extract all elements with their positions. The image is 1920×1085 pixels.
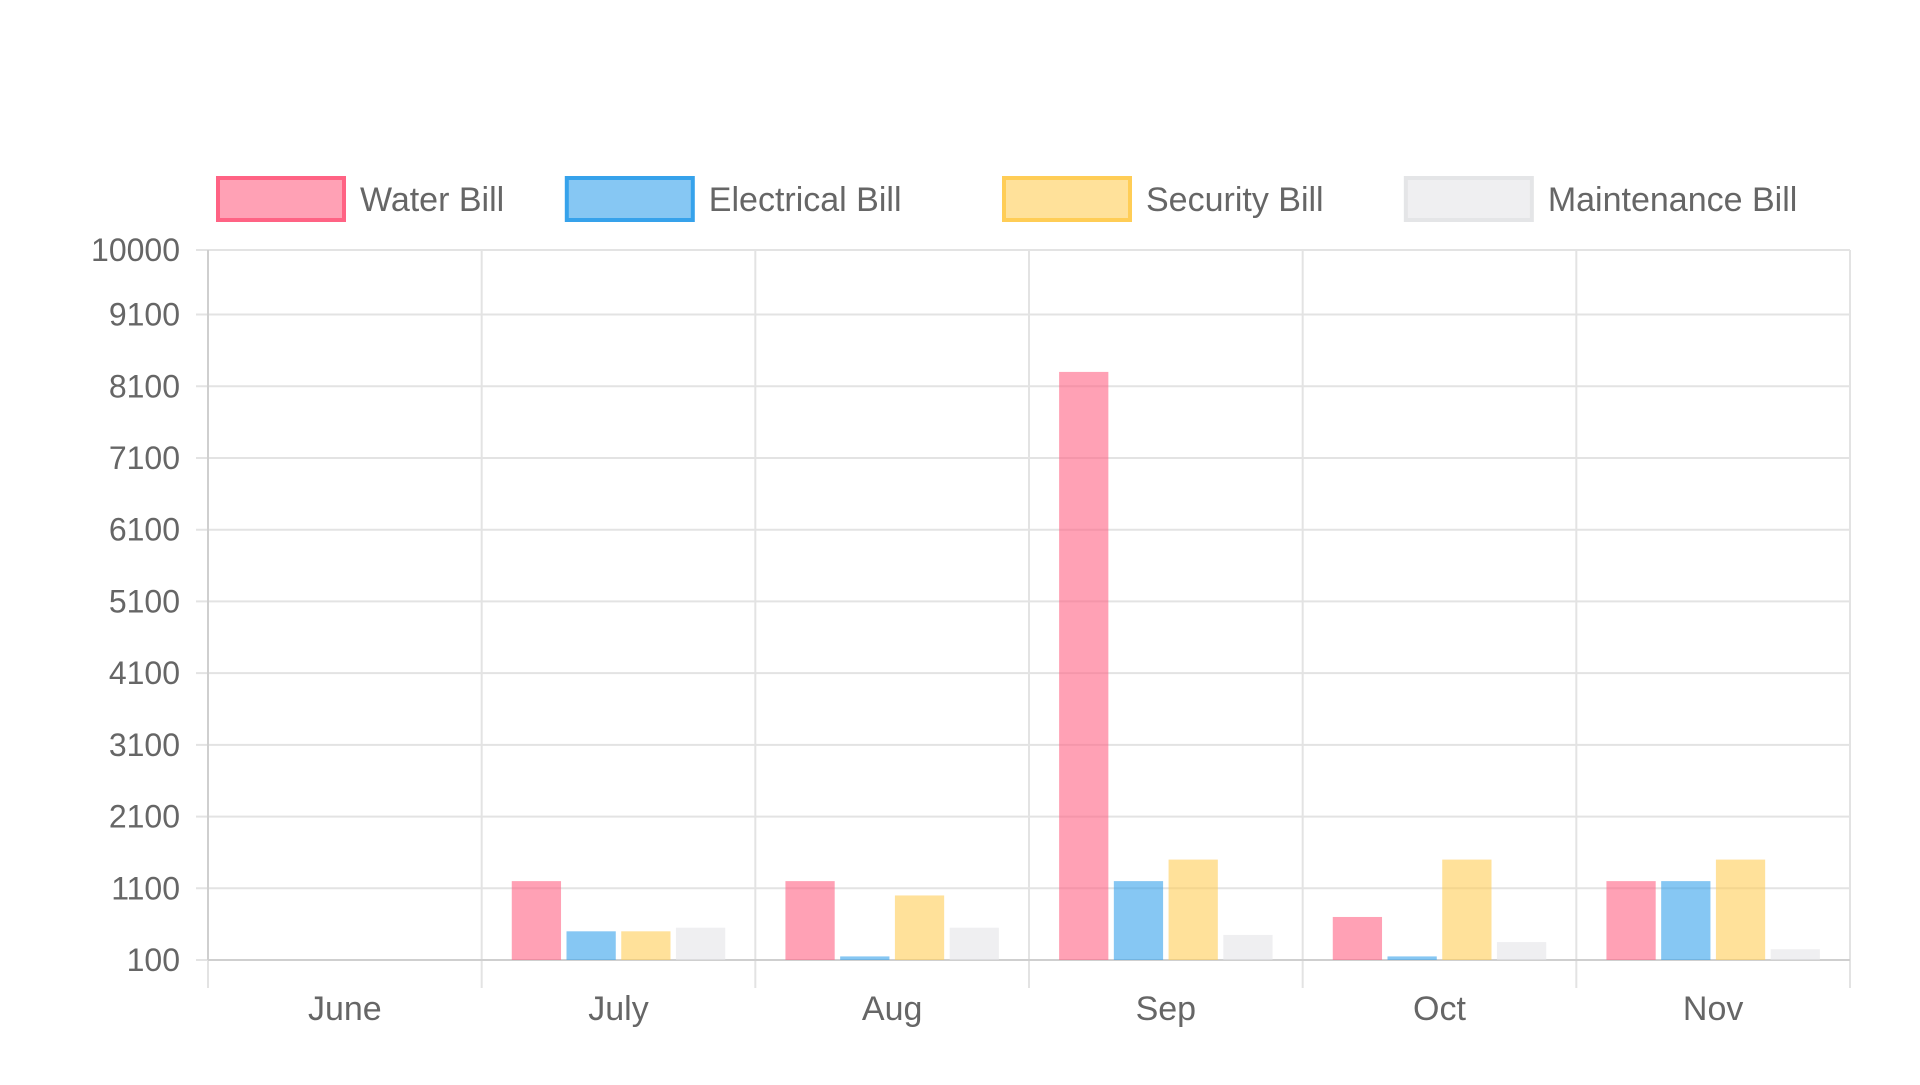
y-tick-label: 8100: [109, 368, 180, 404]
legend-swatch: [564, 176, 695, 222]
y-tick-label: 2100: [109, 799, 180, 835]
y-tick-label: 4100: [109, 655, 180, 691]
y-tick-label: 7100: [109, 440, 180, 476]
bar: [894, 895, 945, 960]
bar: [1113, 881, 1164, 960]
bar: [840, 956, 890, 960]
y-tick-label: 9100: [109, 297, 180, 333]
bar: [566, 931, 616, 960]
legend-swatch: [1403, 176, 1534, 222]
y-tick-label: 3100: [109, 727, 180, 763]
bar: [1387, 956, 1437, 960]
bar: [1168, 859, 1218, 960]
bar: [621, 931, 671, 960]
legend-item[interactable]: Maintenance Bill: [1403, 176, 1797, 222]
bar: [1223, 934, 1273, 960]
grid-lines: [196, 249, 1851, 988]
bars: [511, 371, 1820, 960]
y-tick-label: 10000: [91, 232, 180, 268]
x-tick-label: July: [588, 990, 648, 1028]
bar: [511, 881, 562, 960]
y-tick-label: 5100: [109, 583, 180, 619]
legend-item[interactable]: Security Bill: [1002, 176, 1324, 222]
bar: [785, 881, 835, 960]
bar: [1059, 371, 1109, 960]
legend-swatch: [216, 176, 346, 222]
legend-item[interactable]: Water Bill: [216, 176, 504, 222]
legend-swatch: [1002, 176, 1132, 222]
bar: [1661, 881, 1711, 960]
y-tick-label: 1100: [111, 870, 180, 906]
bar: [675, 927, 726, 960]
bar: [949, 927, 999, 960]
y-tick-label: 6100: [109, 512, 180, 548]
x-tick-label: Aug: [862, 990, 923, 1028]
legend-item[interactable]: Electrical Bill: [564, 176, 902, 222]
y-tick-label: 100: [127, 942, 180, 978]
bar: [1715, 859, 1766, 960]
x-tick-label: Nov: [1683, 990, 1743, 1028]
x-tick-label: Oct: [1413, 990, 1466, 1028]
legend-label: Security Bill: [1146, 181, 1324, 219]
bar: [1770, 949, 1820, 960]
bar: [1442, 859, 1492, 960]
bar: [1496, 942, 1547, 960]
legend-label: Maintenance Bill: [1548, 181, 1797, 219]
x-tick-label: Sep: [1136, 990, 1197, 1028]
bar: [1606, 881, 1656, 960]
legend-label: Water Bill: [360, 181, 504, 219]
legend: Water Bill Electrical Bill Security Bill Ma…: [216, 176, 1797, 222]
x-tick-label: June: [308, 990, 382, 1028]
legend-label: Electrical Bill: [709, 181, 902, 219]
bar: [1332, 916, 1383, 960]
